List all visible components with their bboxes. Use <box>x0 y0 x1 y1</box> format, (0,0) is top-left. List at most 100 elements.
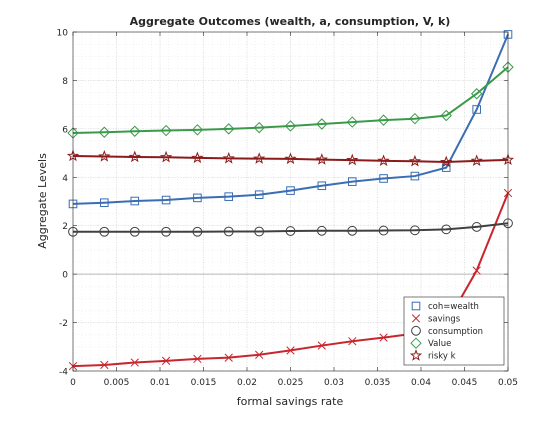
data-point-coh-wealth <box>379 174 388 183</box>
data-point-consumption <box>161 226 171 237</box>
series-risky-k <box>66 149 515 168</box>
data-point-savings <box>224 353 233 362</box>
y-tick-label: 6 <box>62 125 68 135</box>
data-point-coh-wealth <box>410 171 420 181</box>
x-tick-label: 0 <box>70 378 76 388</box>
data-point-consumption <box>347 225 358 236</box>
y-tick-label: 10 <box>57 29 69 39</box>
data-point-coh-wealth <box>472 105 481 114</box>
data-point-consumption <box>378 225 389 236</box>
data-point-savings <box>472 266 481 275</box>
data-point-value <box>98 126 111 138</box>
data-point-value <box>191 124 204 136</box>
data-point-savings <box>100 360 109 370</box>
data-point-coh-wealth <box>224 192 234 201</box>
x-tick-label: 0.05 <box>498 378 518 388</box>
series-line-consumption <box>73 222 509 233</box>
data-point-consumption <box>129 226 140 237</box>
data-point-consumption <box>223 226 234 237</box>
data-point-risky-k <box>159 150 173 163</box>
data-point-consumption <box>471 222 482 232</box>
x-tick-label: 0.01 <box>150 378 170 388</box>
legend-label-consumption: consumption <box>428 327 483 337</box>
x-tick-label: 0.025 <box>278 378 304 388</box>
series-line-risky-k <box>72 154 509 164</box>
y-tick-label: 0 <box>62 271 68 281</box>
data-point-savings <box>161 356 171 365</box>
x-tick-label: 0.045 <box>452 378 478 388</box>
data-point-savings <box>286 346 295 355</box>
data-point-value <box>129 125 141 137</box>
legend-label-savings: savings <box>428 314 461 324</box>
data-point-value <box>223 123 235 135</box>
chart-title: Aggregate Outcomes (wealth, a, consumpti… <box>130 15 451 28</box>
x-tick-label: 0.005 <box>104 378 130 388</box>
data-point-risky-k <box>408 154 422 167</box>
x-tick-label: 0.03 <box>324 378 344 388</box>
data-point-value <box>409 112 421 125</box>
data-point-savings <box>193 354 202 364</box>
series-value <box>67 61 514 139</box>
data-point-risky-k <box>346 153 359 166</box>
data-point-coh-wealth <box>130 196 140 206</box>
data-point-coh-wealth <box>317 181 327 191</box>
series-line-coh-wealth <box>72 34 509 205</box>
data-point-value <box>316 118 328 130</box>
data-point-value <box>470 88 483 100</box>
y-tick-label: 2 <box>62 222 68 232</box>
data-point-value <box>440 109 452 122</box>
data-point-risky-k <box>440 155 453 168</box>
data-point-consumption <box>441 224 452 235</box>
x-tick-label: 0.04 <box>411 378 431 388</box>
data-point-risky-k <box>128 150 141 163</box>
x-axis-ticks: 0 0.005 0.01 0.015 0.02 0.025 0.03 0.035 0.04 0.0… <box>70 32 518 388</box>
data-point-consumption <box>285 226 296 236</box>
y-tick-label: 8 <box>62 77 68 87</box>
data-point-risky-k <box>315 153 328 165</box>
legend-marker-coh-wealth <box>411 301 421 311</box>
y-axis-ticks: -4 -2 0 2 4 6 8 10 <box>57 29 508 378</box>
data-point-risky-k <box>377 154 390 167</box>
x-tick-label: 0.015 <box>191 378 217 388</box>
y-axis-label: Aggregate Levels <box>36 153 49 249</box>
data-point-risky-k <box>98 150 111 162</box>
data-point-savings <box>379 333 388 342</box>
data-point-consumption <box>99 226 110 237</box>
data-point-consumption <box>254 226 265 237</box>
data-point-coh-wealth <box>347 177 357 186</box>
data-point-risky-k <box>222 151 235 164</box>
legend-marker-value <box>410 337 422 349</box>
data-point-consumption <box>410 225 420 236</box>
x-tick-label: 0.02 <box>237 378 257 388</box>
data-point-coh-wealth <box>286 186 295 195</box>
legend-label-value: Value <box>428 339 451 349</box>
data-point-coh-wealth <box>161 195 171 205</box>
legend-marker-risky-k <box>409 349 423 361</box>
y-tick-label: 4 <box>62 174 68 184</box>
data-point-savings <box>348 337 357 346</box>
legend: coh=wealth savings consumption Value risky k <box>403 296 505 366</box>
data-point-savings <box>317 341 326 350</box>
data-point-value <box>160 124 172 137</box>
data-point-value <box>253 121 265 134</box>
data-point-value <box>346 116 358 128</box>
data-point-coh-wealth <box>254 190 264 200</box>
legend-marker-savings <box>411 314 421 323</box>
data-point-savings <box>255 350 264 359</box>
data-point-savings <box>130 358 139 367</box>
data-point-consumption <box>192 226 203 237</box>
data-point-risky-k <box>284 152 297 165</box>
series-consumption <box>68 218 513 237</box>
data-point-coh-wealth <box>100 198 109 208</box>
legend-marker-consumption <box>411 325 421 336</box>
series-line-value <box>72 66 509 134</box>
y-tick-label: -4 <box>59 368 68 378</box>
data-point-value <box>284 120 297 132</box>
legend-label-coh-wealth: coh=wealth <box>428 302 479 312</box>
data-point-consumption <box>316 225 327 236</box>
data-point-value <box>377 114 390 126</box>
data-point-risky-k <box>253 152 266 164</box>
legend-label-risky-k: risky k <box>428 352 456 362</box>
y-tick-label: -2 <box>59 319 68 329</box>
